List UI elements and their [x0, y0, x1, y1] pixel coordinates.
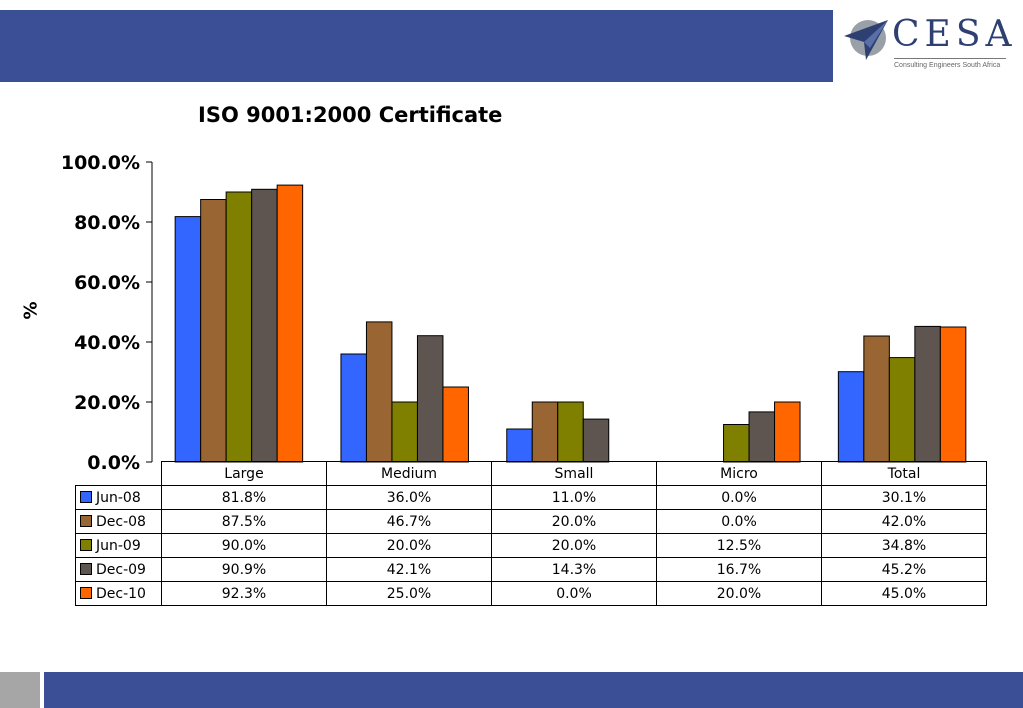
- data-label: 42.0%: [821, 509, 987, 534]
- data-label: 92.3%: [161, 581, 327, 606]
- legend-label: Dec-10: [96, 585, 146, 602]
- y-tick-label: 20.0%: [74, 392, 140, 414]
- bar-jun-08: [340, 353, 367, 463]
- legend-entry: Dec-08: [75, 509, 162, 534]
- y-tick-label: 100.0%: [61, 152, 140, 174]
- legend-swatch: [80, 490, 92, 503]
- bar-jun-08: [506, 428, 533, 463]
- table-row: Dec-09 90.9% 42.1% 14.3% 16.7% 45.2%: [75, 557, 987, 582]
- y-tick-label: 60.0%: [74, 272, 140, 294]
- bar-dec-09: [914, 325, 941, 463]
- data-label: 20.0%: [326, 533, 492, 558]
- y-tick-label: 40.0%: [74, 332, 140, 354]
- bar-dec-08: [863, 335, 890, 463]
- bar-dec-10: [939, 326, 967, 463]
- data-label: 0.0%: [491, 581, 657, 606]
- legend-swatch: [80, 586, 92, 599]
- bar-dec-10: [442, 386, 469, 463]
- legend-swatch: [80, 538, 92, 551]
- data-label: 25.0%: [326, 581, 492, 606]
- bar-dec-08: [531, 401, 559, 463]
- bar-dec-10: [276, 184, 304, 463]
- logo-tagline: Consulting Engineers South Africa: [894, 62, 1001, 69]
- logo-wordmark: CESA: [892, 14, 1017, 55]
- y-tick-label: 80.0%: [74, 212, 140, 234]
- bar-jun-08: [174, 216, 202, 463]
- legend-entry: Jun-09: [75, 533, 162, 558]
- data-label: 45.0%: [821, 581, 987, 606]
- paper-plane-icon: [844, 20, 888, 60]
- legend-swatch: [80, 562, 92, 575]
- legend-entry: Dec-09: [75, 557, 162, 582]
- table-row: Dec-08 87.5% 46.7% 20.0% 0.0% 42.0%: [75, 509, 987, 534]
- footer-band: [44, 672, 1023, 708]
- header-band: [0, 10, 833, 82]
- data-label: 0.0%: [656, 509, 822, 534]
- data-label: 20.0%: [656, 581, 822, 606]
- legend-entry: Jun-08: [75, 485, 162, 510]
- bar-dec-10: [774, 401, 801, 463]
- x-tick-label: Total: [821, 461, 987, 486]
- data-label: 87.5%: [161, 509, 327, 534]
- x-tick-label: Large: [161, 461, 327, 486]
- data-label: 45.2%: [821, 557, 987, 582]
- bar-jun-09: [723, 424, 750, 463]
- data-label: 20.0%: [491, 509, 657, 534]
- x-tick-label: Micro: [656, 461, 822, 486]
- chart-title: ISO 9001:2000 Certificate: [198, 103, 503, 127]
- data-label: 34.8%: [821, 533, 987, 558]
- table-header-row: Large Medium Small Micro Total: [75, 461, 987, 486]
- data-label: 90.0%: [161, 533, 327, 558]
- data-label: 0.0%: [656, 485, 822, 510]
- data-label: 14.3%: [491, 557, 657, 582]
- bar-jun-09: [225, 191, 253, 463]
- x-tick-label: Small: [491, 461, 657, 486]
- bar-dec-09: [582, 418, 610, 463]
- data-label: 90.9%: [161, 557, 327, 582]
- table-corner: [75, 461, 162, 486]
- bar-dec-09: [748, 411, 776, 463]
- table-row: Jun-08 81.8% 36.0% 11.0% 0.0% 30.1%: [75, 485, 987, 510]
- bar-dec-09: [251, 188, 278, 463]
- table-row: Jun-09 90.0% 20.0% 20.0% 12.5% 34.8%: [75, 533, 987, 558]
- legend-label: Jun-08: [96, 489, 141, 506]
- data-label: 30.1%: [821, 485, 987, 510]
- bar-jun-08: [837, 371, 865, 463]
- cesa-logo: CESA Consulting Engineers South Africa: [838, 8, 1018, 78]
- data-label: 42.1%: [326, 557, 492, 582]
- table-row: Dec-10 92.3% 25.0% 0.0% 20.0% 45.0%: [75, 581, 987, 606]
- data-label: 20.0%: [491, 533, 657, 558]
- bar-dec-09: [416, 335, 444, 463]
- data-table: Large Medium Small Micro Total Jun-08 81.8% 36.…: [75, 461, 987, 606]
- data-label: 16.7%: [656, 557, 822, 582]
- legend-label: Jun-09: [96, 537, 141, 554]
- x-tick-label: Medium: [326, 461, 492, 486]
- legend-swatch: [80, 514, 92, 527]
- data-label: 36.0%: [326, 485, 492, 510]
- legend-label: Dec-09: [96, 561, 146, 578]
- logo-divider: [894, 58, 1006, 59]
- bar-jun-09: [888, 357, 916, 463]
- data-label: 81.8%: [161, 485, 327, 510]
- bar-dec-08: [365, 321, 393, 463]
- data-label: 46.7%: [326, 509, 492, 534]
- data-label: 12.5%: [656, 533, 822, 558]
- legend-label: Dec-08: [96, 513, 146, 530]
- footer-grey-block: [0, 672, 40, 708]
- bar-dec-08: [200, 199, 227, 463]
- bar-jun-09: [391, 401, 418, 463]
- bar-jun-09: [557, 401, 584, 463]
- data-label: 11.0%: [491, 485, 657, 510]
- legend-entry: Dec-10: [75, 581, 162, 606]
